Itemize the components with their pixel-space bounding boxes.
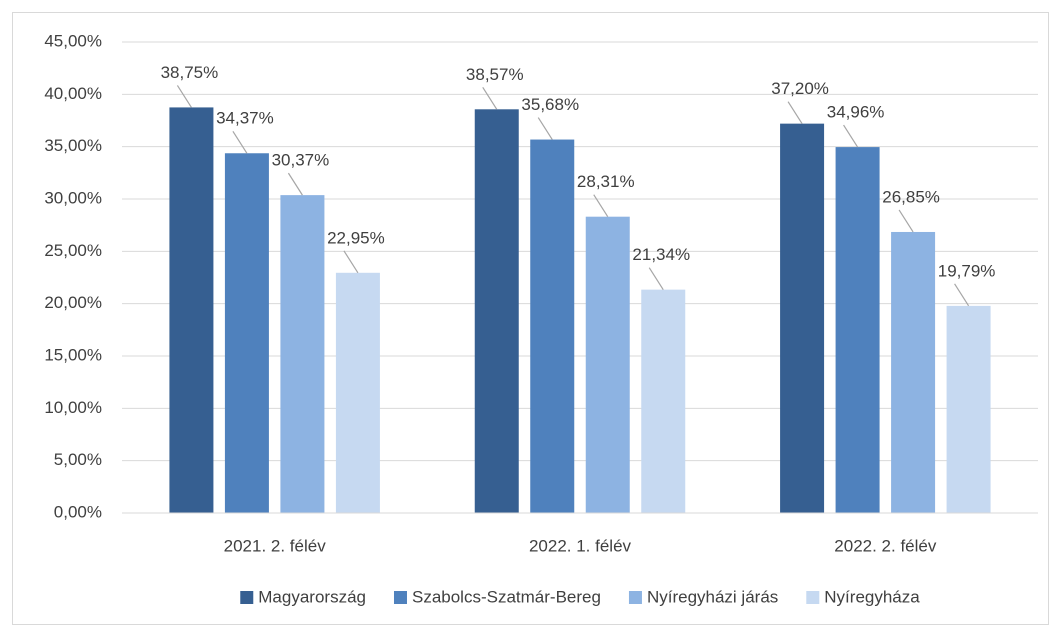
data-label: 37,20% (771, 79, 829, 98)
data-label: 28,31% (577, 172, 635, 191)
y-tick-label: 15,00% (44, 345, 102, 364)
leader-line (482, 86, 498, 110)
x-tick-label: 2021. 2. félév (224, 536, 327, 555)
data-label: 34,96% (827, 103, 885, 122)
legend-swatch (628, 591, 642, 604)
bar (946, 305, 991, 513)
legend-swatch (806, 591, 820, 604)
bar (641, 289, 686, 513)
leader-line (343, 250, 359, 274)
data-label: 30,37% (272, 151, 330, 170)
bar (835, 147, 880, 513)
bar (335, 272, 380, 513)
leader-line (232, 130, 248, 154)
data-label: 19,79% (938, 261, 996, 280)
legend-label: Nyíregyháza (824, 587, 920, 606)
y-tick-label: 10,00% (44, 398, 102, 417)
legend-label: Magyarország (258, 587, 366, 606)
bar (280, 195, 325, 514)
leader-line (843, 124, 859, 148)
bar (585, 216, 630, 513)
y-tick-label: 5,00% (54, 450, 102, 469)
y-tick-label: 35,00% (44, 136, 102, 155)
leader-line (176, 85, 192, 108)
data-label: 22,95% (327, 228, 385, 247)
legend-swatch (393, 591, 407, 604)
bar (780, 123, 825, 513)
data-label: 34,37% (216, 109, 274, 128)
leader-line (537, 117, 553, 140)
legend-label: Szabolcs-Szatmár-Bereg (412, 587, 601, 606)
bar (169, 107, 214, 514)
data-label: 38,75% (161, 63, 219, 82)
y-tick-label: 20,00% (44, 293, 102, 312)
leader-line (648, 267, 664, 290)
bar (474, 109, 519, 514)
x-tick-label: 2022. 1. félév (529, 536, 632, 555)
data-label: 38,57% (466, 65, 524, 84)
leader-line (954, 283, 970, 307)
y-tick-label: 40,00% (44, 84, 102, 103)
bar (530, 139, 575, 514)
bar (891, 231, 936, 513)
bar (224, 153, 269, 513)
y-tick-label: 30,00% (44, 188, 102, 207)
y-tick-label: 25,00% (44, 241, 102, 260)
legend-swatch (240, 591, 254, 604)
data-label: 21,34% (632, 245, 690, 264)
leader-line (287, 172, 303, 196)
x-tick-label: 2022. 2. félév (834, 536, 937, 555)
legend-label: Nyíregyházi járás (647, 587, 778, 606)
leader-line (593, 194, 609, 218)
data-label: 35,68% (521, 95, 579, 114)
y-tick-label: 0,00% (54, 502, 102, 521)
leader-line (787, 101, 803, 124)
leader-line (898, 209, 914, 233)
y-tick-label: 45,00% (44, 31, 102, 50)
data-label: 26,85% (882, 187, 940, 206)
